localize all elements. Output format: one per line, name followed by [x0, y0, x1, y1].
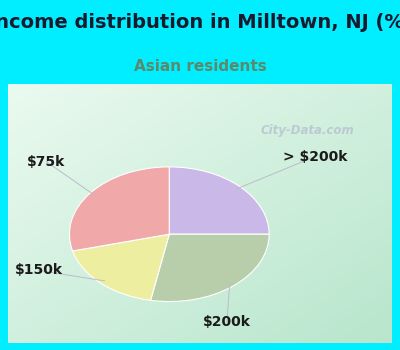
Wedge shape: [150, 234, 269, 302]
Wedge shape: [72, 234, 169, 300]
Text: Asian residents: Asian residents: [134, 58, 266, 74]
Wedge shape: [169, 167, 269, 234]
Text: > $200k: > $200k: [283, 149, 347, 163]
Text: Income distribution in Milltown, NJ (%): Income distribution in Milltown, NJ (%): [0, 13, 400, 32]
Text: $75k: $75k: [27, 155, 66, 169]
Text: $150k: $150k: [15, 264, 63, 278]
Text: $200k: $200k: [203, 315, 251, 329]
Text: City-Data.com: City-Data.com: [261, 124, 354, 137]
Wedge shape: [70, 167, 169, 251]
